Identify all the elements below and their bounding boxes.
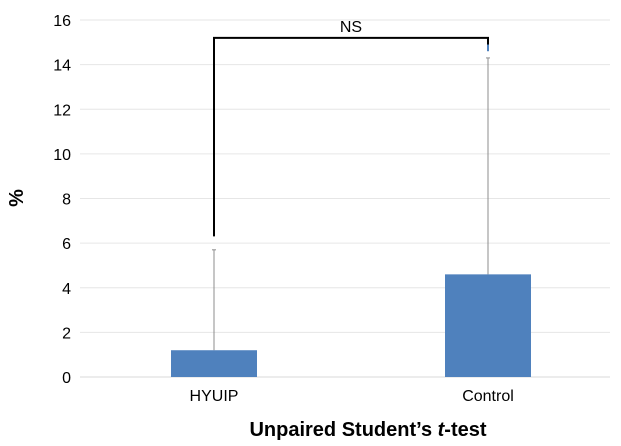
x-axis-categories: HYUIP Control — [190, 388, 514, 405]
y-tick-label-16: 16 — [53, 13, 71, 30]
y-tick-label-12: 12 — [53, 102, 71, 119]
gridlines — [80, 19, 610, 378]
x-category-label-hyuip: HYUIP — [190, 388, 239, 405]
bar-hyuip — [171, 350, 257, 377]
x-axis-label-suffix: -test — [444, 419, 487, 441]
y-tick-label-14: 14 — [53, 58, 71, 75]
y-tick-label-8: 8 — [62, 192, 71, 209]
bars — [171, 274, 531, 377]
significance-label: NS — [340, 19, 362, 36]
x-axis-label-text: Unpaired Student’s — [249, 419, 437, 441]
y-tick-label-2: 2 — [62, 325, 71, 342]
x-axis-label: Unpaired Student’s t-test — [249, 419, 486, 441]
x-axis-label-italic: t — [438, 419, 446, 441]
y-tick-label-0: 0 — [62, 370, 71, 387]
y-axis-ticks: 0 2 4 6 8 10 12 14 16 — [53, 13, 71, 387]
significance-bracket — [213, 36, 489, 237]
y-tick-label-10: 10 — [53, 147, 71, 164]
y-axis-label: % — [6, 189, 28, 207]
significance-annotation: NS — [213, 19, 489, 237]
bar-control — [445, 274, 531, 377]
y-tick-label-6: 6 — [62, 236, 71, 253]
error-bars — [212, 57, 490, 351]
x-category-label-control: Control — [462, 388, 514, 405]
y-tick-label-4: 4 — [62, 281, 71, 298]
